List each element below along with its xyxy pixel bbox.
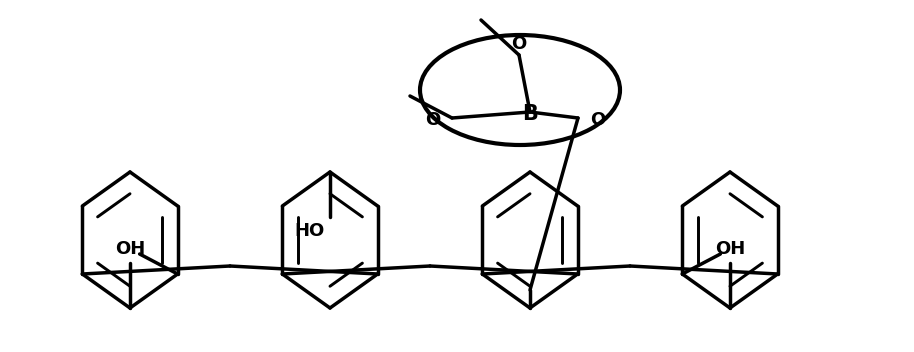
Text: HO: HO [294,222,325,240]
Text: O: O [511,35,526,53]
Text: O: O [590,111,605,129]
Text: OH: OH [115,240,145,258]
Text: B: B [522,104,538,124]
Text: OH: OH [715,240,745,258]
Text: O: O [425,111,440,129]
